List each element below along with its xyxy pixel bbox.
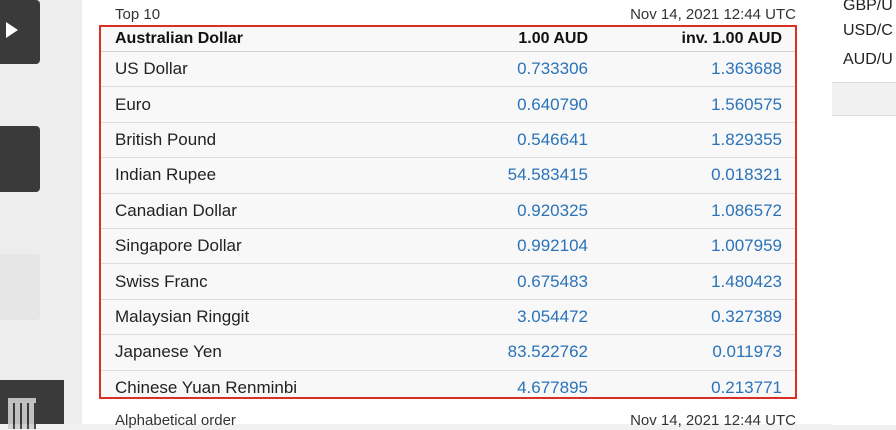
table-row: Malaysian Ringgit 3.054472 0.327389 [101, 299, 795, 335]
right-sidebar: GBP/U USD/C AUD/U [832, 0, 896, 425]
rate-link[interactable]: 0.920325 [517, 200, 588, 220]
currency-name: Swiss Franc [115, 271, 208, 291]
table-header-bar: Top 10 Nov 14, 2021 12:44 UTC [115, 6, 796, 24]
next-table-header-bar: Alphabetical order Nov 14, 2021 12:44 UT… [115, 412, 796, 430]
table-timestamp: Nov 14, 2021 12:44 UTC [630, 6, 796, 23]
exchange-rates-table: Australian Dollar 1.00 AUD inv. 1.00 AUD… [99, 25, 797, 399]
column-header-base-currency: Australian Dollar [101, 27, 415, 52]
rate-link[interactable]: 83.522762 [507, 342, 588, 362]
rate-link[interactable]: 0.546641 [517, 129, 588, 149]
rate-link[interactable]: 0.733306 [517, 59, 588, 79]
inverse-rate-link[interactable]: 1.560575 [711, 94, 782, 114]
inverse-rate-link[interactable]: 1.086572 [711, 200, 782, 220]
currency-name: Euro [115, 94, 151, 114]
rates-table: Australian Dollar 1.00 AUD inv. 1.00 AUD… [101, 27, 795, 405]
table-header-row: Australian Dollar 1.00 AUD inv. 1.00 AUD [101, 27, 795, 52]
left-rail [0, 0, 82, 429]
column-header-inverse: inv. 1.00 AUD [588, 27, 795, 52]
calendar-icon [8, 398, 36, 429]
table-row: Indian Rupee 54.583415 0.018321 [101, 158, 795, 194]
currency-name: Chinese Yuan Renminbi [115, 377, 298, 397]
column-header-rate: 1.00 AUD [415, 27, 588, 52]
sidebar-card [832, 115, 896, 425]
next-table-timestamp: Nov 14, 2021 12:44 UTC [630, 412, 796, 429]
currency-pair-link[interactable]: AUD/U [843, 51, 893, 68]
rail-button[interactable] [0, 126, 40, 192]
play-button[interactable] [0, 0, 40, 64]
table-row: Euro 0.640790 1.560575 [101, 87, 795, 123]
table-row: Canadian Dollar 0.920325 1.086572 [101, 193, 795, 229]
currency-name: US Dollar [115, 59, 188, 79]
table-row: Swiss Franc 0.675483 1.480423 [101, 264, 795, 300]
currency-name: Japanese Yen [115, 342, 222, 362]
rate-link[interactable]: 0.992104 [517, 236, 588, 256]
calendar-button[interactable] [0, 380, 64, 429]
table-row: Singapore Dollar 0.992104 1.007959 [101, 228, 795, 264]
table-row: Japanese Yen 83.522762 0.011973 [101, 335, 795, 371]
play-icon [6, 22, 18, 38]
inverse-rate-link[interactable]: 0.018321 [711, 165, 782, 185]
rate-link[interactable]: 3.054472 [517, 306, 588, 326]
inverse-rate-link[interactable]: 1.829355 [711, 129, 782, 149]
currency-pairs-card: GBP/U USD/C AUD/U [832, 0, 896, 83]
currency-name: Canadian Dollar [115, 200, 237, 220]
next-table-title: Alphabetical order [115, 412, 236, 429]
table-row: US Dollar 0.733306 1.363688 [101, 52, 795, 87]
currency-name: Singapore Dollar [115, 236, 242, 256]
currency-pair-link[interactable]: USD/C [843, 22, 893, 39]
inverse-rate-link[interactable]: 1.363688 [711, 59, 782, 79]
rate-link[interactable]: 54.583415 [507, 165, 588, 185]
currency-pair-link[interactable]: GBP/U [843, 0, 893, 14]
currency-name: Malaysian Ringgit [115, 306, 250, 326]
table-row: British Pound 0.546641 1.829355 [101, 122, 795, 158]
table-title: Top 10 [115, 6, 161, 23]
rate-link[interactable]: 0.675483 [517, 271, 588, 291]
table-row: Chinese Yuan Renminbi 4.677895 0.213771 [101, 370, 795, 405]
inverse-rate-link[interactable]: 1.007959 [711, 236, 782, 256]
currency-name: British Pound [115, 129, 217, 149]
inverse-rate-link[interactable]: 0.213771 [711, 377, 782, 397]
rate-link[interactable]: 0.640790 [517, 94, 588, 114]
rate-link[interactable]: 4.677895 [517, 377, 588, 397]
inverse-rate-link[interactable]: 0.327389 [711, 306, 782, 326]
rail-button-light[interactable] [0, 254, 40, 320]
currency-name: Indian Rupee [115, 165, 217, 185]
inverse-rate-link[interactable]: 0.011973 [712, 342, 782, 362]
inverse-rate-link[interactable]: 1.480423 [711, 271, 782, 291]
